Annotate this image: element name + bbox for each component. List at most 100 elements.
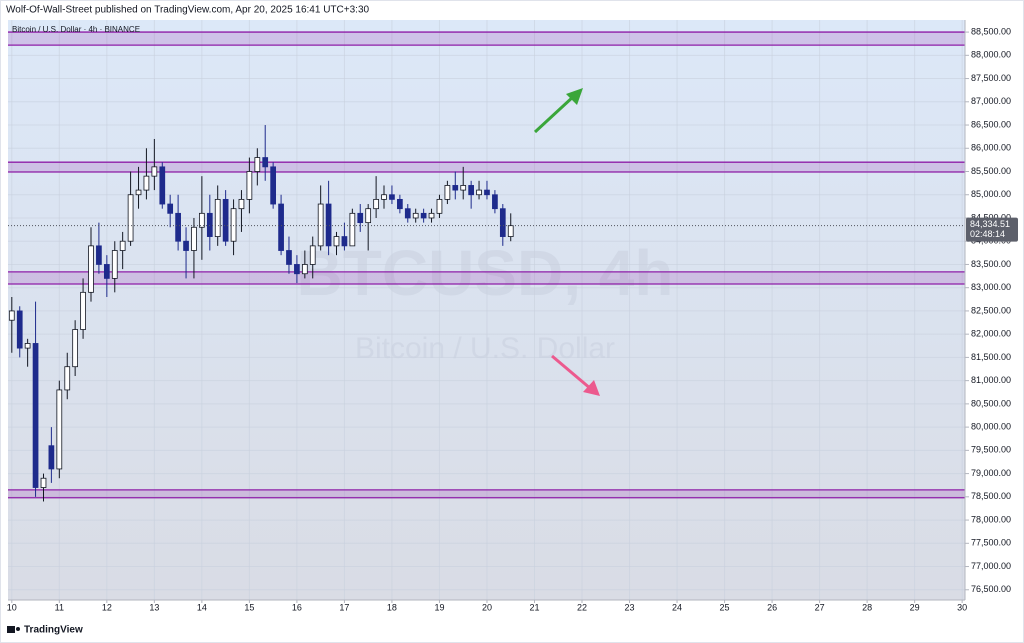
candle-body (64, 366, 71, 391)
x-tick-label: 10 (7, 602, 17, 612)
zone (8, 271, 965, 284)
candle-body (357, 212, 364, 224)
y-tick-label: 87,500.00 (971, 73, 1011, 83)
x-tick-label: 24 (672, 602, 682, 612)
x-tick-label: 30 (957, 602, 967, 612)
candle-body (96, 245, 102, 265)
last-price-box (966, 217, 1018, 242)
candle-body (420, 212, 427, 219)
candle-body (103, 264, 110, 279)
y-tick-label: 80,500.00 (971, 398, 1011, 408)
candle-body (507, 225, 514, 237)
candle-body (238, 198, 245, 210)
candle-body (317, 203, 324, 247)
y-tick-label: 76,500.00 (971, 584, 1011, 594)
candle-body (199, 212, 205, 228)
candle-body (24, 343, 31, 349)
candle-body (72, 329, 78, 368)
candle-body (412, 212, 419, 219)
y-tick-label: 83,500.00 (971, 259, 1011, 269)
x-tick-label: 28 (862, 602, 872, 612)
candle-body (119, 240, 126, 251)
y-tick-label: 87,000.00 (971, 96, 1011, 106)
y-tick-label: 78,500.00 (971, 491, 1011, 501)
y-tick-label: 79,500.00 (971, 445, 1011, 455)
candle-body (499, 208, 506, 237)
y-tick-label: 77,000.00 (971, 561, 1011, 571)
x-tick-label: 19 (434, 602, 444, 612)
y-tick-label: 81,500.00 (971, 352, 1011, 362)
x-tick-label: 23 (625, 602, 635, 612)
candle-body (373, 198, 379, 210)
candle-body (301, 264, 308, 275)
candle-body (404, 208, 411, 219)
x-tick-label: 17 (339, 602, 349, 612)
y-tick-label: 79,000.00 (971, 468, 1011, 478)
logo-mark (7, 626, 15, 633)
candle-body (333, 236, 340, 247)
candle-body (476, 189, 482, 196)
x-tick-label: 16 (292, 602, 302, 612)
x-tick-label: 11 (55, 602, 64, 612)
y-tick-label: 82,000.00 (971, 329, 1011, 339)
candle-body (191, 226, 197, 251)
y-tick-label: 77,500.00 (971, 538, 1011, 548)
watermark: BTCUSD, 4h (297, 237, 674, 309)
y-tick-label: 86,500.00 (971, 119, 1011, 129)
x-tick-label: 26 (767, 602, 777, 612)
arrow-shaft (551, 354, 592, 391)
candle-body (294, 264, 300, 275)
candle-body (460, 185, 467, 191)
x-tick-label: 14 (197, 602, 207, 612)
x-tick-label: 25 (720, 602, 730, 612)
arrow-shaft (533, 94, 576, 134)
last-price-label: 84,334.51 (970, 219, 1010, 229)
candle-body (278, 203, 284, 251)
y-tick-label: 85,500.00 (971, 166, 1011, 176)
y-tick-label: 78,000.00 (971, 514, 1011, 524)
candle-body (484, 189, 490, 196)
candle-body (214, 198, 221, 237)
candle-body (254, 157, 261, 172)
logo-dot (16, 627, 20, 631)
candle-body (270, 166, 277, 205)
x-tick-label: 21 (529, 602, 539, 612)
x-tick-label: 29 (910, 602, 920, 612)
candle-body (127, 194, 134, 242)
candle-body (341, 236, 348, 247)
symbol-label: Bitcoin / U.S. Dollar · 4h · BINANCE (12, 25, 140, 34)
candle-body (325, 203, 332, 247)
candle-body (206, 212, 213, 237)
candle-body (444, 185, 451, 200)
axes: 76,500.00 77,000.00 77,500.00 78,000.00 78,5… (7, 26, 1018, 612)
down-arrow (551, 354, 600, 396)
up-arrow (533, 88, 583, 134)
candle-body (428, 212, 435, 219)
x-tick-label: 13 (149, 602, 159, 612)
candle-body (175, 212, 181, 242)
candle-body (436, 198, 443, 214)
candle-body (143, 175, 150, 191)
y-tick-label: 81,000.00 (971, 375, 1011, 385)
arrow-head (583, 380, 600, 396)
candle-body (167, 203, 174, 214)
zone (8, 489, 965, 498)
candle-body (492, 194, 498, 210)
candle-body (468, 185, 475, 196)
candle-body (286, 250, 292, 265)
candle-body (381, 194, 387, 200)
y-tick-label: 88,000.00 (971, 50, 1011, 60)
x-tick-label: 18 (387, 602, 397, 612)
candle-body (111, 250, 118, 279)
x-tick-label: 20 (482, 602, 492, 612)
candle-body (262, 157, 269, 168)
watermark-subtitle: Bitcoin / U.S. Dollar (355, 332, 615, 365)
x-tick-label: 27 (815, 602, 825, 612)
candle-body (56, 389, 63, 470)
x-tick-label: 22 (577, 602, 587, 612)
publish-header: Wolf-Of-Wall-Street published on Trading… (6, 5, 370, 16)
candle-body (452, 185, 459, 191)
candle-body (40, 477, 47, 488)
candle-body (397, 198, 403, 210)
